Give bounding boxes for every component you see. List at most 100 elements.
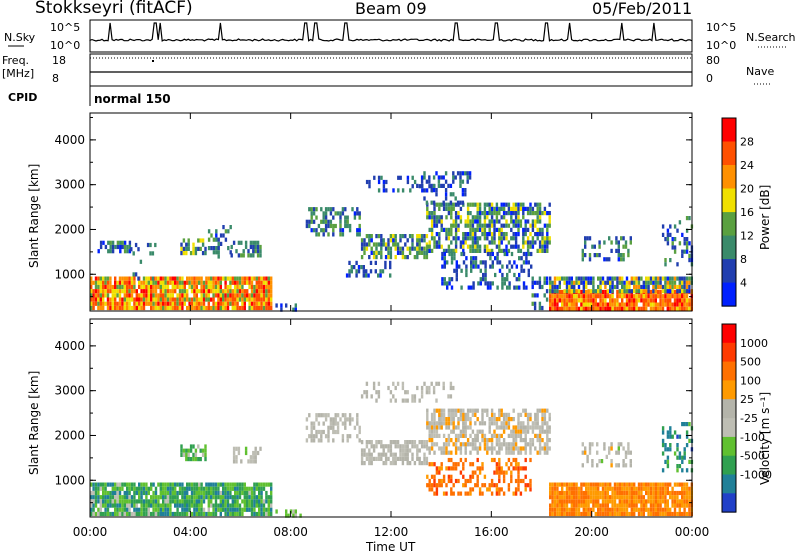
heatmap-cell xyxy=(493,236,496,241)
heatmap-cell xyxy=(210,503,213,508)
colorbar-tick-label: 4 xyxy=(740,277,747,290)
heatmap-cell xyxy=(478,487,482,492)
heatmap-cell xyxy=(541,429,544,434)
heatmap-cell xyxy=(450,227,453,232)
heatmap-cell xyxy=(543,280,546,285)
heatmap-cell xyxy=(181,284,184,290)
heatmap-cell xyxy=(150,276,153,281)
heatmap-cell xyxy=(617,463,620,468)
heatmap-cell xyxy=(241,305,244,311)
heatmap-cell xyxy=(178,284,182,290)
heatmap-cell xyxy=(568,294,571,299)
heatmap-cell xyxy=(187,457,190,462)
heatmap-cell xyxy=(226,297,230,302)
heatmap-cell xyxy=(598,253,601,258)
heatmap-cell xyxy=(171,297,174,302)
heatmap-cell xyxy=(106,301,110,306)
heatmap-cell xyxy=(329,211,333,216)
heatmap-cell xyxy=(445,425,448,430)
heatmap-cell xyxy=(514,457,518,463)
heatmap-cell xyxy=(462,417,465,422)
heatmap-cell xyxy=(589,289,593,294)
heatmap-cell xyxy=(657,280,660,285)
heatmap-cell xyxy=(483,244,487,249)
heatmap-cell xyxy=(182,448,186,453)
heatmap-cell xyxy=(109,503,112,508)
heatmap-cell xyxy=(536,412,539,417)
heatmap-cell xyxy=(205,511,208,517)
heatmap-cell xyxy=(214,289,218,294)
heatmap-cell xyxy=(637,276,641,281)
heatmap-cell xyxy=(99,495,102,500)
heatmap-cell xyxy=(466,236,470,241)
heatmap-cell xyxy=(357,265,361,270)
heatmap-cell xyxy=(536,227,539,232)
heatmap-cell xyxy=(224,297,227,302)
heatmap-cell xyxy=(538,450,542,455)
velocity-colorbar-label: Velocity [m s⁻¹] xyxy=(758,392,772,485)
heatmap-cell xyxy=(471,236,475,241)
heatmap-cell xyxy=(645,276,648,281)
heatmap-cell xyxy=(570,511,573,517)
heatmap-cell xyxy=(471,487,475,492)
heatmap-cell xyxy=(116,495,119,500)
heatmap-cell xyxy=(466,408,470,413)
heatmap-cell xyxy=(433,236,436,241)
heatmap-cell xyxy=(433,491,436,496)
heatmap-cell xyxy=(461,200,465,205)
heatmap-cell xyxy=(603,446,606,451)
heatmap-cell xyxy=(584,236,587,241)
heatmap-cell xyxy=(159,495,162,500)
heatmap-cell xyxy=(445,236,448,241)
heatmap-cell xyxy=(478,223,482,228)
heatmap-cell xyxy=(90,305,93,311)
heatmap-cell xyxy=(444,171,448,176)
heatmap-cell xyxy=(654,482,657,487)
heatmap-cell xyxy=(666,486,669,491)
heatmap-cell xyxy=(512,211,515,216)
heatmap-cell xyxy=(522,215,525,220)
heatmap-cell xyxy=(348,223,352,229)
heatmap-cell xyxy=(440,223,443,228)
heatmap-cell xyxy=(474,408,477,413)
heatmap-cell xyxy=(494,272,497,278)
heatmap-cell xyxy=(628,482,631,487)
heatmap-cell xyxy=(649,276,653,281)
heatmap-cell xyxy=(587,499,590,504)
heatmap-cell xyxy=(510,236,513,241)
heatmap-cell xyxy=(673,298,677,303)
heatmap-cell xyxy=(683,507,686,512)
heatmap-cell xyxy=(204,452,207,457)
heatmap-cell xyxy=(685,241,689,246)
heatmap-cell xyxy=(522,227,525,232)
heatmap-cell xyxy=(254,459,257,464)
heatmap-cell xyxy=(310,207,313,212)
heatmap-cell xyxy=(464,223,467,228)
heatmap-cell xyxy=(474,244,477,249)
colorbar-tick-label: 25 xyxy=(740,393,754,406)
heatmap-cell xyxy=(575,511,578,517)
colorbar-swatch xyxy=(722,493,736,513)
heatmap-cell xyxy=(226,482,230,487)
heatmap-cell xyxy=(255,305,258,311)
heatmap-cell xyxy=(633,294,636,299)
heatmap-cell xyxy=(145,495,148,500)
heatmap-cell xyxy=(428,487,431,492)
heatmap-cell xyxy=(356,413,359,418)
heatmap-cell xyxy=(146,242,150,248)
heatmap-cell xyxy=(673,451,677,456)
heatmap-cell xyxy=(582,495,585,500)
heatmap-cell xyxy=(404,448,407,453)
heatmap-cell xyxy=(462,474,465,479)
heatmap-cell xyxy=(514,442,518,447)
heatmap-cell xyxy=(592,280,595,285)
heatmap-cell xyxy=(449,183,453,188)
heatmap-cell xyxy=(466,478,470,484)
heatmap-cell xyxy=(435,219,439,224)
heatmap-cell xyxy=(548,429,551,434)
heatmap-cell xyxy=(538,442,542,447)
heatmap-cell xyxy=(591,244,594,249)
heatmap-cell xyxy=(92,499,95,504)
heatmap-cell xyxy=(104,507,107,512)
heatmap-cell xyxy=(454,442,458,447)
